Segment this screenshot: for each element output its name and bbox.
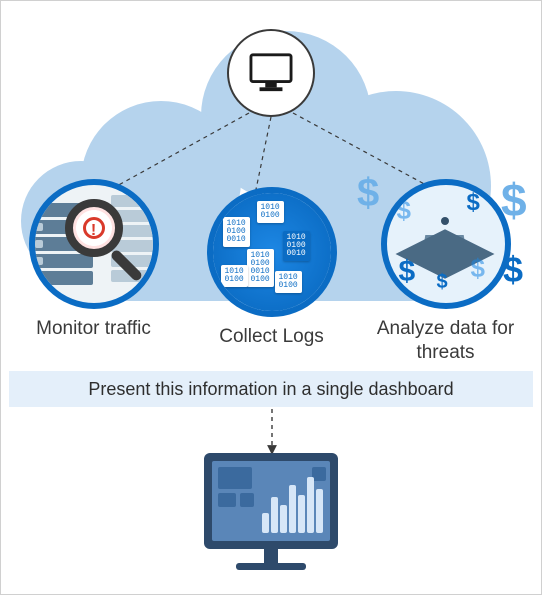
collect-logs-art: 1010 0100 00101010 01001010 0100 0010101… — [207, 187, 337, 317]
monitor-icon — [248, 52, 294, 94]
binary-doc: 1010 0100 0010 0100 — [247, 249, 274, 287]
dollar-sign-icon: $ — [397, 195, 411, 226]
binary-doc: 1010 0100 — [275, 271, 302, 293]
dashboard-bar — [298, 495, 305, 533]
dashboard-bar — [262, 513, 269, 533]
diagram-stage: ! Monitor traffic 1010 0100 00101010 010… — [1, 1, 541, 594]
dashboard-tile — [218, 467, 252, 489]
dashboard-tile — [218, 493, 236, 507]
dollar-sign-icon: $ — [467, 189, 480, 217]
dashboard-screen — [212, 461, 330, 541]
dollar-sign-icon: $ — [501, 173, 527, 227]
dashboard-bar — [316, 489, 323, 533]
binary-doc: 1010 0100 0010 — [223, 217, 250, 247]
pillar-label: Monitor traffic — [11, 317, 176, 341]
pillar-label: Analyze data for threats — [363, 317, 528, 365]
dashboard-tile — [240, 493, 254, 507]
dollar-sign-icon: $ — [471, 253, 485, 284]
pillar-monitor-traffic: ! Monitor traffic — [11, 179, 176, 341]
dollar-sign-icon: $ — [437, 271, 448, 294]
dollar-sign-icon: $ — [399, 255, 416, 289]
alert-icon: ! — [83, 217, 105, 239]
magnifier-icon: ! — [65, 199, 143, 277]
binary-doc: 1010 0100 0010 — [283, 231, 310, 261]
monitor-traffic-art: ! — [29, 179, 159, 309]
dashboard-bar — [280, 505, 287, 533]
source-monitor-node — [227, 29, 315, 117]
dashboard-bar — [307, 477, 314, 533]
dashboard-bar — [289, 485, 296, 533]
pillar-label: Collect Logs — [189, 325, 354, 349]
graduation-cap-icon — [415, 219, 475, 263]
binary-doc: 1010 0100 — [257, 201, 284, 223]
dashboard-tile — [312, 467, 326, 481]
binary-doc: 1010 0100 — [221, 265, 248, 287]
dollar-sign-icon: $ — [357, 171, 379, 216]
banner-text: Present this information in a single das… — [88, 379, 453, 400]
pillar-collect-logs: 1010 0100 00101010 01001010 0100 0010101… — [189, 187, 354, 349]
analyze-threats-art: $ $ $ $ $ — [381, 179, 511, 309]
summary-banner: Present this information in a single das… — [9, 371, 533, 407]
dashboard-bar — [271, 497, 278, 533]
dashboard-monitor — [196, 453, 346, 570]
dollar-sign-icon: $ — [503, 249, 523, 291]
